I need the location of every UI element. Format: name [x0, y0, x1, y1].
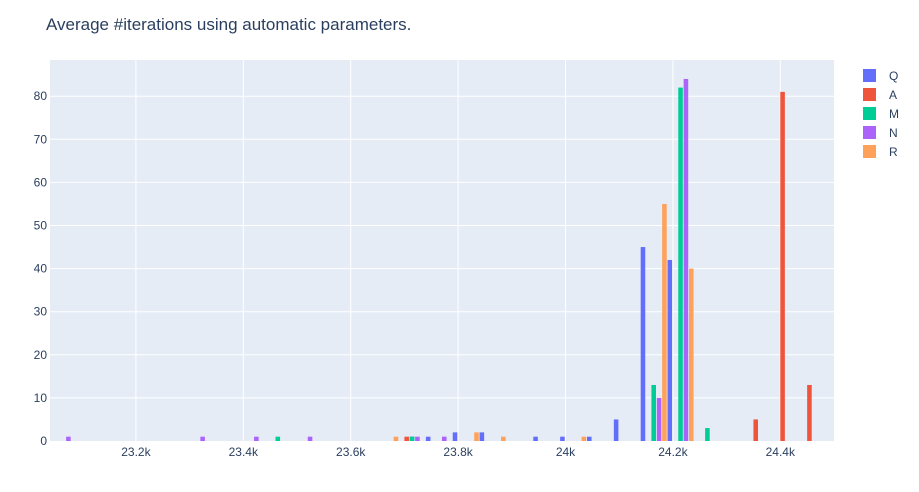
bar-m[interactable] [409, 436, 415, 441]
x-tick-label: 24k [556, 445, 576, 459]
legend-item-r[interactable]: R [863, 145, 898, 159]
y-tick-label: 80 [34, 89, 48, 103]
y-tick-label: 0 [40, 434, 47, 448]
y-tick-label: 60 [34, 175, 48, 189]
x-tick-label: 23.8k [443, 445, 473, 459]
legend-swatch [863, 126, 876, 139]
y-tick-label: 70 [34, 132, 48, 146]
y-tick-label: 40 [34, 262, 48, 276]
bar-m[interactable] [705, 428, 710, 441]
bar-r[interactable] [393, 436, 399, 441]
bar-q[interactable] [560, 436, 565, 441]
bar-r[interactable] [662, 203, 667, 441]
x-tick-label: 23.6k [336, 445, 366, 459]
legend-swatch [863, 69, 876, 82]
y-tick-label: 50 [34, 219, 48, 233]
x-tick-label: 24.2k [658, 445, 688, 459]
bar-n[interactable] [683, 78, 689, 442]
bar-m[interactable] [678, 87, 683, 441]
x-tick-label: 24.4k [766, 445, 796, 459]
bar-a[interactable] [753, 419, 759, 441]
bar-r[interactable] [581, 436, 587, 441]
bar-q[interactable] [425, 436, 431, 441]
y-tick-label: 10 [34, 391, 48, 405]
bar-q[interactable] [533, 436, 538, 441]
bar-q[interactable] [479, 432, 485, 441]
bar-n[interactable] [442, 436, 447, 441]
legend-label: R [889, 145, 898, 159]
legend-label: Q [889, 69, 898, 83]
legend-label: A [889, 88, 897, 102]
grid-lines [50, 60, 834, 441]
bar-a[interactable] [780, 91, 785, 441]
bar-q[interactable] [640, 247, 646, 441]
bars [66, 78, 812, 442]
x-axis-ticks: 23.2k 23.4k 23.6k 23.8k 24k 24.2k 24.4k [121, 445, 796, 459]
legend-item-a[interactable]: A [863, 88, 897, 102]
bar-n[interactable] [656, 397, 662, 441]
bar-q[interactable] [452, 432, 458, 441]
legend-item-q[interactable]: Q [863, 69, 898, 83]
x-tick-label: 23.2k [121, 445, 151, 459]
y-axis-ticks: 0 10 20 30 40 50 60 70 80 [34, 89, 48, 448]
x-tick-label: 23.4k [229, 445, 259, 459]
legend-swatch [863, 88, 876, 101]
legend-label: M [889, 107, 899, 121]
bar-m[interactable] [275, 436, 281, 441]
bar-n[interactable] [307, 436, 313, 441]
plot-area [50, 60, 834, 441]
bar-r[interactable] [689, 268, 694, 441]
bar-a[interactable] [807, 384, 812, 441]
bar-m[interactable] [651, 384, 656, 441]
bar-q[interactable] [613, 419, 619, 441]
bar-r[interactable] [474, 432, 479, 441]
bar-r[interactable] [501, 436, 506, 441]
bar-n[interactable] [200, 436, 205, 441]
legend-swatch [863, 107, 876, 120]
legend-item-m[interactable]: M [863, 107, 899, 121]
bar-n[interactable] [254, 436, 259, 441]
legend-item-n[interactable]: N [863, 126, 898, 140]
legend-label: N [889, 126, 898, 140]
y-tick-label: 20 [34, 348, 48, 362]
bar-q[interactable] [586, 436, 592, 441]
bar-a[interactable] [404, 436, 409, 441]
bar-n[interactable] [415, 436, 420, 441]
bar-n[interactable] [66, 436, 71, 441]
chart-title: Average #iterations using automatic para… [46, 15, 411, 34]
y-tick-label: 30 [34, 305, 48, 319]
bar-q[interactable] [667, 259, 673, 441]
legend-swatch [863, 145, 876, 158]
